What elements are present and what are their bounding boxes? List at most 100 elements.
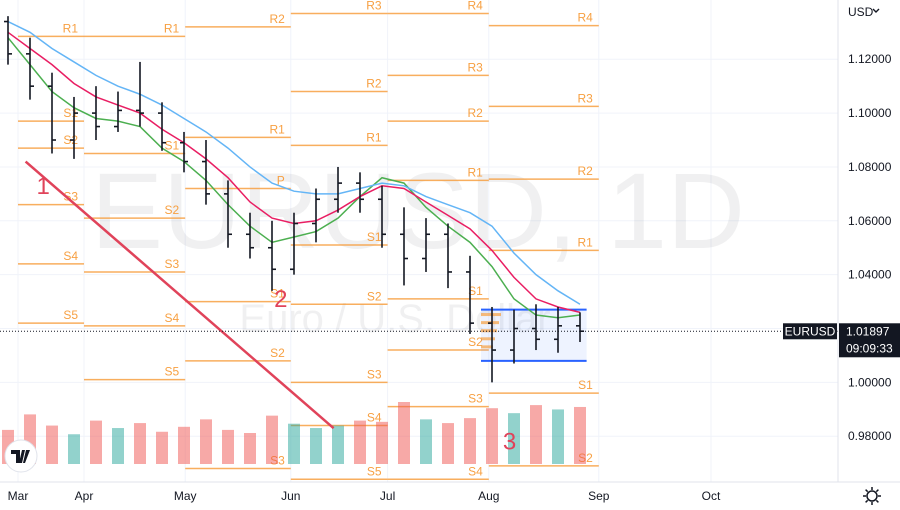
volume-profile [481,308,587,362]
volume-bar [486,408,498,464]
time-tick-label: May [174,489,197,503]
tradingview-logo[interactable] [4,439,38,473]
profile-area [481,309,587,361]
ohlc-bar [92,86,100,141]
volume-bar [68,434,80,464]
pivot-label: S4 [63,249,78,263]
price-axis-background [838,0,900,482]
ohlc-bar [180,131,188,173]
ohlc-bar [224,180,232,248]
ohlc-bars-layer [4,16,584,383]
pivot-label: R2 [467,106,483,120]
volume-bar [420,419,432,464]
ohlc-bar [334,166,342,213]
price-tick-label: 1.08000 [848,160,892,174]
ohlc-bar [444,223,452,289]
currency-menu[interactable]: USD [848,5,874,19]
chevron-down-icon[interactable] [872,8,880,13]
pivot-label: R1 [269,122,285,136]
pivot-label: S2 [367,289,382,303]
profile-bin [481,329,497,333]
volume-bar [200,419,212,464]
ohlc-bar [422,218,430,272]
gear-teeth [863,487,881,505]
volume-bar [46,425,58,464]
time-tick-label: Jun [281,489,300,503]
volume-layer [2,402,586,464]
grid [0,0,838,482]
pivot-label: R1 [467,165,483,179]
gear-icon [866,490,878,502]
settings-button[interactable] [863,487,881,505]
price-tick-label: 1.04000 [848,268,892,282]
time-tick-label: Apr [75,489,94,503]
pivot-label: R3 [577,91,593,105]
pivot-label: R3 [366,0,382,12]
volume-bar [442,423,454,464]
pivot-label: S1 [270,287,285,301]
wave-label: 2 [274,286,287,313]
volume-bar [90,420,102,464]
ohlc-bar [378,185,386,248]
pivot-label: S5 [63,308,78,322]
time-tick-label: Sep [588,489,610,503]
volume-bar [332,425,344,464]
price-tag-countdown: 09:09:33 [846,341,893,355]
pivot-label: S5 [367,464,382,478]
ohlc-bar [202,140,210,205]
pivot-label: R1 [164,21,180,35]
pivot-label: S1 [578,378,593,392]
price-tag-box [839,323,900,358]
ohlc-bar [466,255,474,334]
pivot-label: S4 [165,311,180,325]
ohlc-bar [158,102,166,151]
ohlc-bar [70,96,78,159]
volume-bar [310,428,322,464]
ohlc-bar [488,306,496,383]
price-axis[interactable]: 1.120001.100001.080001.060001.040001.020… [837,0,900,482]
profile-bin [481,313,501,317]
tradingview-icon [11,450,30,463]
pivot-label: S4 [468,464,483,478]
time-tick-label: Aug [478,489,499,503]
time-tick-label: Mar [8,489,29,503]
pivot-label: R2 [269,12,285,26]
wave-label: 3 [503,429,516,456]
volume-bar [508,413,520,464]
wave-labels-layer: 1 2 3 [37,173,517,456]
profile-bin [481,345,493,349]
price-tick-label: 0.98000 [848,429,892,443]
ohlc-bar [356,172,364,213]
time-axis[interactable]: Mar Apr May Jun Jul Aug Sep Oct [0,481,900,503]
volume-bar [112,428,124,464]
volume-bar [398,402,410,464]
price-tick-label: 1.12000 [848,52,892,66]
volume-bar [178,426,190,464]
pivot-label: R2 [366,77,382,91]
ohlc-bar [114,91,122,132]
pivot-label: S3 [63,190,78,204]
watermark-symbol: EURUSD, 1D [91,150,745,271]
trendline [24,160,335,430]
volume-bar [464,418,476,464]
ohlc-bar [312,188,320,243]
pivot-label: S1 [165,138,180,152]
price-tag-value: 1.01897 [846,324,890,338]
pivot-label: R1 [577,235,593,249]
volume-bar [288,423,300,464]
ohlc-bar [4,16,12,65]
volume-bar [156,431,168,464]
volume-bar [574,406,586,464]
time-tick-label: Oct [702,489,721,503]
ohlc-bar [48,72,56,154]
pivot-label: R3 [467,60,483,74]
ohlc-bar [510,309,518,364]
pivot-label: R4 [467,0,483,12]
volume-bar [222,429,234,464]
price-tick-label: 1.10000 [848,106,892,120]
pivot-label: S4 [367,410,382,424]
ohlc-bar [268,220,276,291]
wave-label: 1 [37,173,50,200]
pivot-label: P [277,173,285,187]
